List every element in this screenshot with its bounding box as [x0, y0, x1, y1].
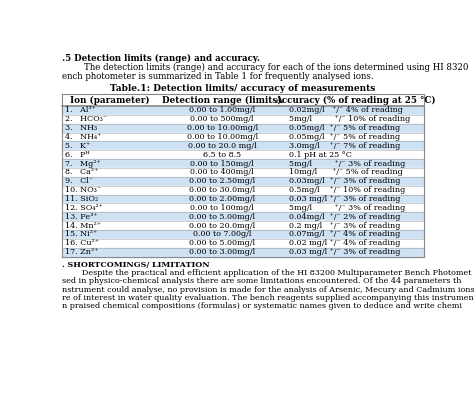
- Text: 0.00 to 5.00mg/l: 0.00 to 5.00mg/l: [189, 239, 255, 247]
- Text: 0.00 to 2.00mg/l: 0.00 to 2.00mg/l: [189, 195, 255, 203]
- Text: 7.   Mg²⁺: 7. Mg²⁺: [64, 160, 100, 168]
- Bar: [63, 168, 423, 177]
- Bar: [63, 115, 423, 124]
- Text: 0.00 to 10.00mg/l: 0.00 to 10.00mg/l: [187, 124, 258, 132]
- Bar: [63, 230, 423, 239]
- Text: 5mg/l         ⁺/⁻ 10% of reading: 5mg/l ⁺/⁻ 10% of reading: [289, 115, 410, 123]
- Text: 9.   Cl⁻: 9. Cl⁻: [64, 177, 93, 185]
- Text: 0.00 to 1.00mg/l: 0.00 to 1.00mg/l: [189, 106, 255, 114]
- Text: 14. Mn²⁺: 14. Mn²⁺: [64, 222, 100, 230]
- Text: Despite the practical and efficient application of the HI 83200 Multiparameter B: Despite the practical and efficient appl…: [63, 269, 472, 277]
- Text: 0.03 mg/l ⁺/⁻ 3% of reading: 0.03 mg/l ⁺/⁻ 3% of reading: [289, 195, 400, 203]
- Text: 0.1 pH at 25 °C: 0.1 pH at 25 °C: [289, 151, 351, 159]
- Text: Detection range (limits): Detection range (limits): [163, 96, 282, 105]
- Text: 0.00 to 2.50mg/l: 0.00 to 2.50mg/l: [189, 177, 255, 185]
- Bar: [63, 106, 423, 115]
- Text: 0.00 to 500mg/l: 0.00 to 500mg/l: [191, 115, 254, 123]
- Text: 5.   K⁺: 5. K⁺: [64, 142, 90, 150]
- Text: 8.   Ca²⁺: 8. Ca²⁺: [64, 168, 98, 176]
- Text: 12. SO₄²⁺: 12. SO₄²⁺: [64, 204, 102, 212]
- Text: 0.05mg/l  ⁺/⁻ 5% of reading: 0.05mg/l ⁺/⁻ 5% of reading: [289, 133, 400, 141]
- Text: 15. Ni²⁺: 15. Ni²⁺: [64, 230, 97, 238]
- Text: 0.00 to 10.00mg/l: 0.00 to 10.00mg/l: [187, 133, 258, 141]
- Bar: [63, 133, 423, 141]
- Bar: [63, 221, 423, 230]
- Text: 0.00 to 5.00mg/l: 0.00 to 5.00mg/l: [189, 213, 255, 221]
- Bar: [63, 203, 423, 212]
- Bar: [63, 124, 423, 133]
- Text: n praised chemical compositions (formulas) or systematic names given to deduce a: n praised chemical compositions (formula…: [63, 302, 462, 310]
- Text: re of interest in water quality evaluation. The bench reagents supplied accompan: re of interest in water quality evaluati…: [63, 294, 474, 302]
- Text: 3.   NH₃: 3. NH₃: [64, 124, 97, 132]
- Text: 0.05mg/l  ⁺/⁻ 5% of reading: 0.05mg/l ⁺/⁻ 5% of reading: [289, 124, 400, 132]
- Bar: [63, 159, 423, 168]
- Text: 0.00 to 3.00mg/l: 0.00 to 3.00mg/l: [189, 248, 255, 256]
- Text: sed in physico-chemical analysis there are some limitations encountered. Of the : sed in physico-chemical analysis there a…: [63, 277, 462, 285]
- Text: 0.00 to 150mg/l: 0.00 to 150mg/l: [191, 160, 254, 168]
- Text: Accuracy (% of reading at 25 °C): Accuracy (% of reading at 25 °C): [274, 96, 435, 105]
- Bar: [63, 195, 423, 203]
- Text: 0.04mg/l  ⁺/⁻ 2% of reading: 0.04mg/l ⁺/⁻ 2% of reading: [289, 213, 400, 221]
- Text: Table.1: Detection limits/ accuracy of measurements: Table.1: Detection limits/ accuracy of m…: [110, 84, 375, 93]
- Text: 10mg/l      ⁺/⁻ 5% of reading: 10mg/l ⁺/⁻ 5% of reading: [289, 168, 402, 176]
- Text: 2.   HCO₃⁻: 2. HCO₃⁻: [64, 115, 107, 123]
- Text: 0.00 to 20.0mg/l: 0.00 to 20.0mg/l: [189, 222, 255, 230]
- Bar: [63, 150, 423, 159]
- Text: 10. NO₃⁻: 10. NO₃⁻: [64, 186, 101, 194]
- Text: 5mg/l         ⁺/⁻ 3% of reading: 5mg/l ⁺/⁻ 3% of reading: [289, 160, 405, 168]
- Text: The detection limits (range) and accuracy for each of the ions determined using : The detection limits (range) and accurac…: [63, 63, 469, 72]
- Text: 0.02 mg/l ⁺/⁻ 4% of reading: 0.02 mg/l ⁺/⁻ 4% of reading: [289, 239, 400, 247]
- Text: 0.02mg/l   ⁺/⁻ 4% of reading: 0.02mg/l ⁺/⁻ 4% of reading: [289, 106, 402, 114]
- Text: .5 Detection limits (range) and accuracy.: .5 Detection limits (range) and accuracy…: [63, 54, 260, 63]
- Text: 6.5 to 8.5: 6.5 to 8.5: [203, 151, 241, 159]
- Text: ench photometer is summarized in Table 1 for frequently analysed ions.: ench photometer is summarized in Table 1…: [63, 72, 374, 81]
- Bar: [63, 239, 423, 248]
- Text: . SHORTCOMINGS/ LIMITATION: . SHORTCOMINGS/ LIMITATION: [63, 261, 210, 269]
- Text: 0.2 mg/l   ⁺/⁻ 3% of reading: 0.2 mg/l ⁺/⁻ 3% of reading: [289, 222, 400, 230]
- Text: 11. SiO₂: 11. SiO₂: [64, 195, 98, 203]
- Text: Ion (parameter): Ion (parameter): [71, 96, 150, 105]
- Text: 0.00 to 7.00g/l: 0.00 to 7.00g/l: [193, 230, 251, 238]
- Text: 0.07mg/l  ⁺/⁻ 4% of reading: 0.07mg/l ⁺/⁻ 4% of reading: [289, 230, 400, 238]
- Text: 0.00 to 30.0mg/l: 0.00 to 30.0mg/l: [189, 186, 255, 194]
- Bar: [63, 177, 423, 186]
- Text: nstrument could analyse, no provision is made for the analysis of Arsenic, Mecur: nstrument could analyse, no provision is…: [63, 286, 474, 294]
- Text: 6.   Pᴴ: 6. Pᴴ: [64, 151, 90, 159]
- Text: 4.   NH₄⁺: 4. NH₄⁺: [64, 133, 101, 141]
- Text: 0.00 to 20.0 mg/l: 0.00 to 20.0 mg/l: [188, 142, 256, 150]
- Bar: [63, 248, 423, 257]
- Bar: [63, 186, 423, 195]
- Text: 1.   Al³⁺: 1. Al³⁺: [64, 106, 95, 114]
- Text: 13. Fe³⁺: 13. Fe³⁺: [64, 213, 97, 221]
- Text: 0.00 to 100mg/l: 0.00 to 100mg/l: [191, 204, 254, 212]
- Text: 16. Cu²⁺: 16. Cu²⁺: [64, 239, 99, 247]
- Text: 0.03 mg/l ⁺/⁻ 3% of reading: 0.03 mg/l ⁺/⁻ 3% of reading: [289, 248, 400, 256]
- Bar: [63, 141, 423, 150]
- Text: 5mg/l         ⁺/⁻ 3% of reading: 5mg/l ⁺/⁻ 3% of reading: [289, 204, 405, 212]
- Text: 0.00 to 400mg/l: 0.00 to 400mg/l: [191, 168, 254, 176]
- Text: 17. Zn²⁺: 17. Zn²⁺: [64, 248, 98, 256]
- Text: 0.5mg/l    ⁺/⁻ 10% of reading: 0.5mg/l ⁺/⁻ 10% of reading: [289, 186, 405, 194]
- Text: 0.03mg/l  ⁺/⁻ 3% of reading: 0.03mg/l ⁺/⁻ 3% of reading: [289, 177, 400, 185]
- Bar: [63, 212, 423, 221]
- Text: 3.0mg/l    ⁺/⁻ 7% of reading: 3.0mg/l ⁺/⁻ 7% of reading: [289, 142, 400, 150]
